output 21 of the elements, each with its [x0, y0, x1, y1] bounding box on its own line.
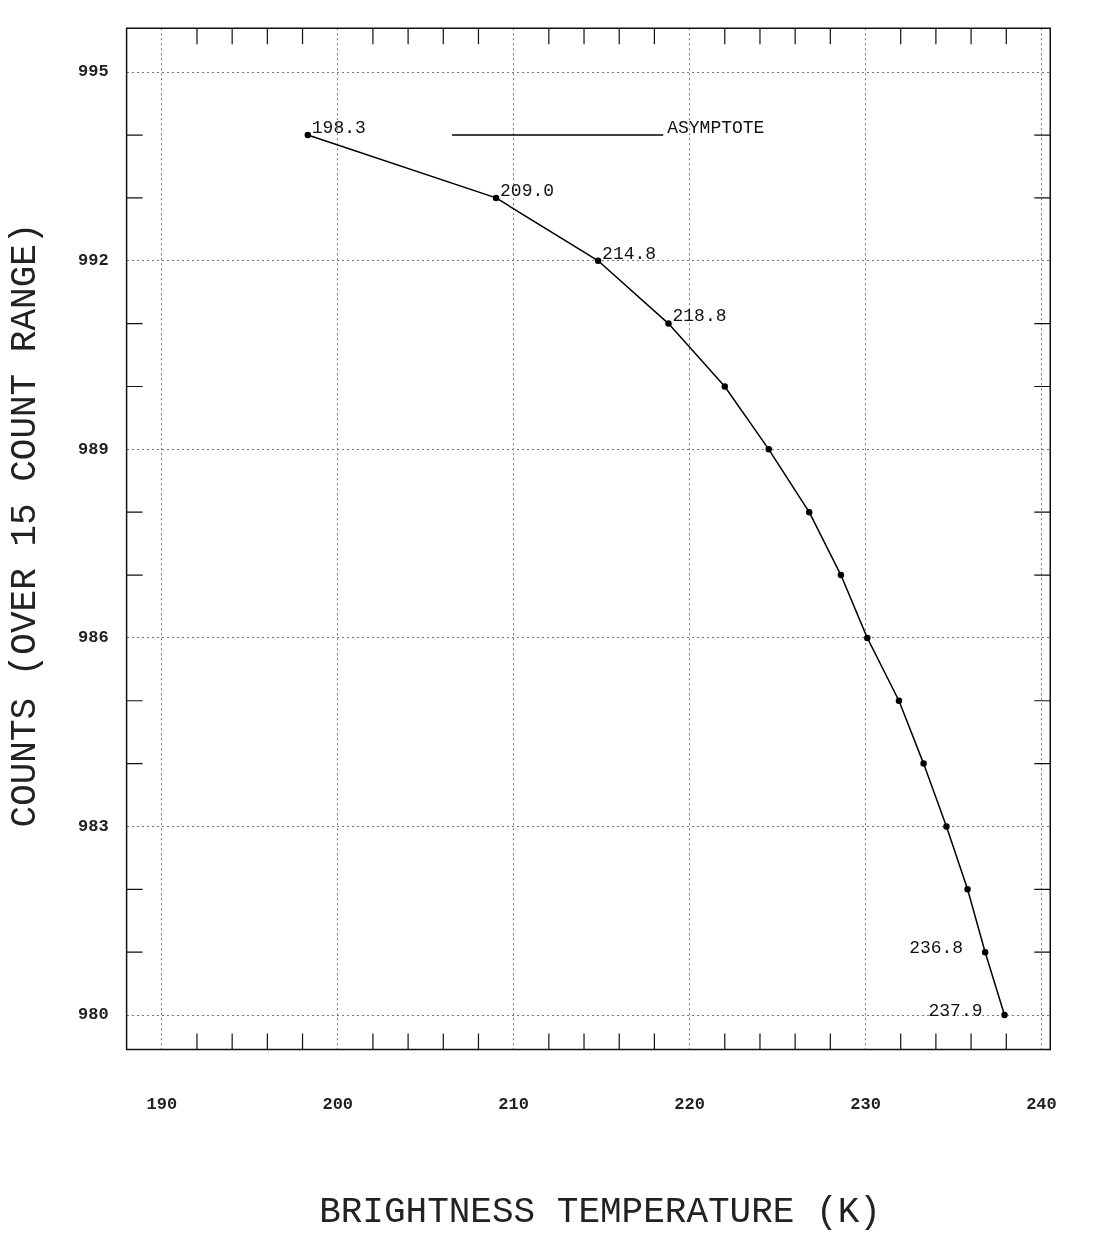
- annotation: 236.8: [909, 937, 964, 958]
- annotation: 198.3: [311, 117, 366, 138]
- y-tick-label: 989: [78, 439, 109, 459]
- y-tick-label: 983: [78, 816, 109, 836]
- x-tick-label: 220: [674, 1095, 705, 1115]
- x-tick-label: 210: [498, 1095, 529, 1115]
- annotation: 209.0: [500, 180, 555, 201]
- y-tick-label: 995: [78, 62, 109, 82]
- x-tick-label: 190: [146, 1095, 178, 1115]
- x-axis-title: BRIGHTNESS TEMPERATURE (K): [318, 1192, 882, 1233]
- x-tick-label: 230: [850, 1095, 881, 1115]
- y-tick-label: 992: [78, 251, 109, 271]
- annotation: 218.8: [672, 306, 727, 327]
- y-tick-label: 980: [78, 1005, 109, 1025]
- x-tick-label: 200: [322, 1095, 354, 1115]
- annotation: ASYMPTOTE: [667, 117, 765, 138]
- annotation: 237.9: [928, 1000, 983, 1021]
- y-tick-label: 986: [78, 628, 109, 648]
- x-tick-label: 240: [1026, 1095, 1057, 1115]
- annotation: 214.8: [602, 243, 657, 264]
- y-axis-title: COUNTS (OVER 15 COUNT RANGE): [5, 221, 47, 830]
